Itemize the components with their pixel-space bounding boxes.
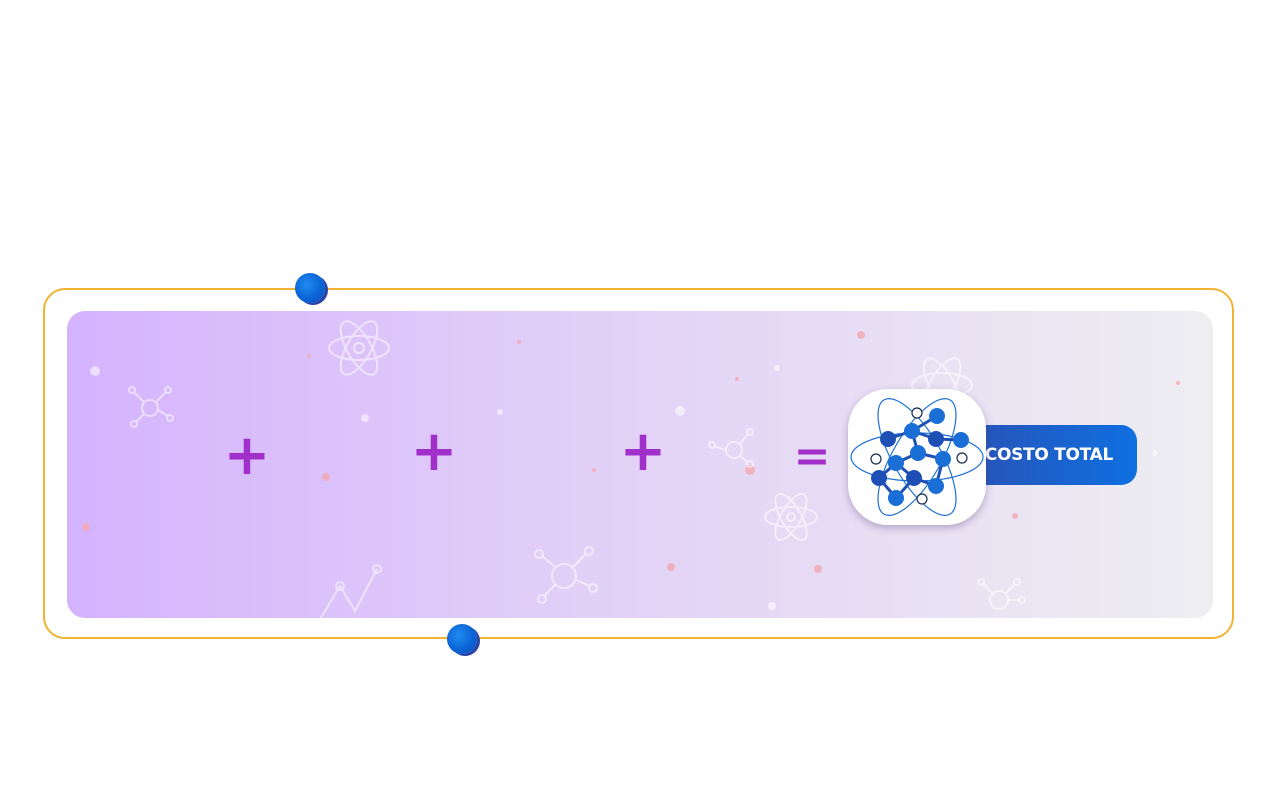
molecule-icon (128, 386, 1026, 610)
background-decorations (82, 320, 1180, 618)
molecule-atom-icon (850, 397, 984, 517)
connector-dot-top (295, 273, 325, 303)
result-icon-container (848, 389, 986, 525)
line-graph-icon (319, 564, 382, 618)
plus-operator-1: + (223, 423, 271, 488)
total-cost-text: COSTO TOTAL (984, 445, 1113, 465)
connector-dot-bottom (447, 624, 477, 654)
plus-operator-3: + (619, 419, 667, 484)
plus-operator-2: + (410, 419, 458, 484)
equals-operator: = (793, 431, 831, 482)
